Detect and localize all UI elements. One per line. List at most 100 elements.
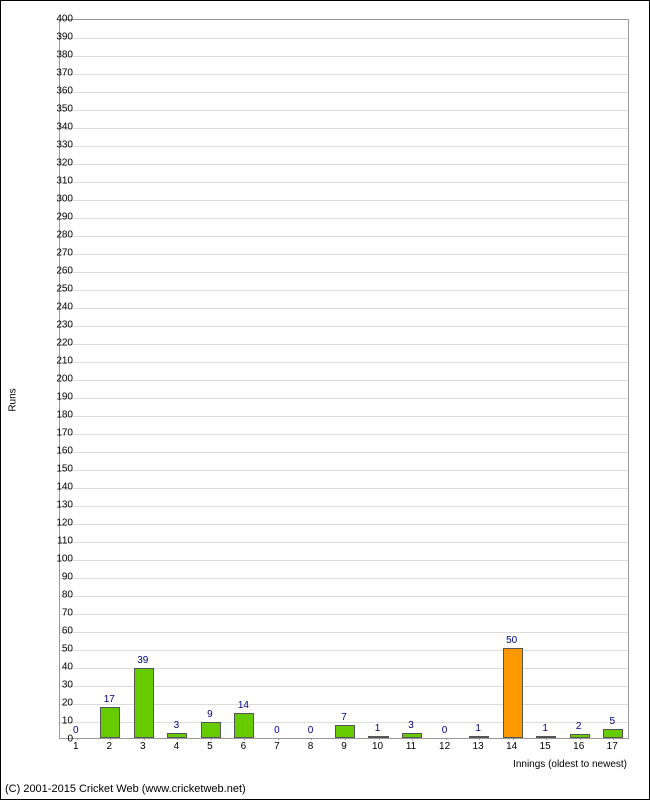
grid-line xyxy=(60,182,628,183)
bar-value-label: 7 xyxy=(341,712,347,723)
grid-line xyxy=(60,236,628,237)
y-tick-label: 70 xyxy=(43,608,73,619)
x-tick-label: 6 xyxy=(241,741,247,752)
x-tick-mark xyxy=(412,738,413,740)
y-tick-label: 290 xyxy=(43,212,73,223)
x-tick-mark xyxy=(513,738,514,740)
y-tick-label: 30 xyxy=(43,680,73,691)
bar xyxy=(503,648,523,738)
bar xyxy=(100,707,120,738)
y-axis-title: Runs xyxy=(8,388,19,411)
x-tick-mark xyxy=(479,738,480,740)
y-tick-label: 90 xyxy=(43,572,73,583)
x-tick-label: 5 xyxy=(207,741,213,752)
y-tick-label: 40 xyxy=(43,662,73,673)
x-tick-mark xyxy=(177,738,178,740)
x-axis-title: Innings (oldest to newest) xyxy=(513,759,627,770)
y-tick-label: 50 xyxy=(43,644,73,655)
y-tick-label: 200 xyxy=(43,374,73,385)
y-tick-label: 360 xyxy=(43,86,73,97)
grid-line xyxy=(60,344,628,345)
x-tick-label: 15 xyxy=(540,741,551,752)
y-tick-label: 110 xyxy=(43,536,73,547)
grid-line xyxy=(60,650,628,651)
bar-value-label: 17 xyxy=(104,694,115,705)
y-tick-label: 120 xyxy=(43,518,73,529)
bar xyxy=(134,668,154,738)
bar-value-label: 5 xyxy=(609,716,615,727)
grid-line xyxy=(60,38,628,39)
x-tick-mark xyxy=(580,738,581,740)
y-tick-label: 20 xyxy=(43,698,73,709)
x-tick-mark xyxy=(311,738,312,740)
x-tick-label: 10 xyxy=(372,741,383,752)
x-tick-label: 8 xyxy=(308,741,314,752)
y-tick-label: 150 xyxy=(43,464,73,475)
bar-value-label: 0 xyxy=(442,725,448,736)
copyright-footer: (C) 2001-2015 Cricket Web (www.cricketwe… xyxy=(5,783,246,795)
x-tick-label: 2 xyxy=(107,741,113,752)
bar-value-label: 39 xyxy=(137,655,148,666)
grid-line xyxy=(60,596,628,597)
bar-value-label: 0 xyxy=(274,725,280,736)
grid-line xyxy=(60,308,628,309)
y-tick-label: 160 xyxy=(43,446,73,457)
y-tick-label: 210 xyxy=(43,356,73,367)
bar-value-label: 3 xyxy=(408,720,414,731)
x-tick-label: 7 xyxy=(274,741,280,752)
grid-line xyxy=(60,56,628,57)
y-tick-label: 60 xyxy=(43,626,73,637)
x-tick-mark xyxy=(345,738,346,740)
grid-line xyxy=(60,74,628,75)
grid-line xyxy=(60,164,628,165)
bar xyxy=(335,725,355,738)
x-tick-mark xyxy=(446,738,447,740)
bar-value-label: 3 xyxy=(174,720,180,731)
y-tick-label: 310 xyxy=(43,176,73,187)
y-tick-label: 0 xyxy=(43,734,73,745)
y-tick-label: 10 xyxy=(43,716,73,727)
y-tick-label: 380 xyxy=(43,50,73,61)
x-tick-label: 14 xyxy=(506,741,517,752)
bar xyxy=(603,729,623,738)
y-tick-label: 270 xyxy=(43,248,73,259)
grid-line xyxy=(60,272,628,273)
y-tick-label: 180 xyxy=(43,410,73,421)
grid-line xyxy=(60,416,628,417)
y-tick-label: 240 xyxy=(43,302,73,313)
bar-value-label: 14 xyxy=(238,700,249,711)
grid-line xyxy=(60,128,628,129)
x-tick-mark xyxy=(211,738,212,740)
chart-frame: Runs Innings (oldest to newest) (C) 2001… xyxy=(0,0,650,800)
y-tick-label: 330 xyxy=(43,140,73,151)
y-tick-label: 170 xyxy=(43,428,73,439)
y-tick-label: 370 xyxy=(43,68,73,79)
x-tick-label: 13 xyxy=(473,741,484,752)
x-tick-mark xyxy=(144,738,145,740)
grid-line xyxy=(60,488,628,489)
grid-line xyxy=(60,614,628,615)
x-tick-label: 12 xyxy=(439,741,450,752)
x-tick-mark xyxy=(244,738,245,740)
x-tick-mark xyxy=(77,738,78,740)
x-tick-label: 9 xyxy=(341,741,347,752)
y-tick-label: 260 xyxy=(43,266,73,277)
grid-line xyxy=(60,200,628,201)
y-tick-label: 230 xyxy=(43,320,73,331)
x-tick-mark xyxy=(613,738,614,740)
grid-line xyxy=(60,542,628,543)
bar-value-label: 1 xyxy=(542,723,548,734)
grid-line xyxy=(60,290,628,291)
grid-line xyxy=(60,398,628,399)
grid-line xyxy=(60,362,628,363)
x-tick-label: 4 xyxy=(174,741,180,752)
bar-value-label: 0 xyxy=(308,725,314,736)
y-tick-label: 250 xyxy=(43,284,73,295)
grid-line xyxy=(60,470,628,471)
grid-line xyxy=(60,326,628,327)
grid-line xyxy=(60,524,628,525)
x-tick-label: 11 xyxy=(406,741,416,752)
y-tick-label: 400 xyxy=(43,14,73,25)
grid-line xyxy=(60,146,628,147)
bar-value-label: 1 xyxy=(475,723,481,734)
